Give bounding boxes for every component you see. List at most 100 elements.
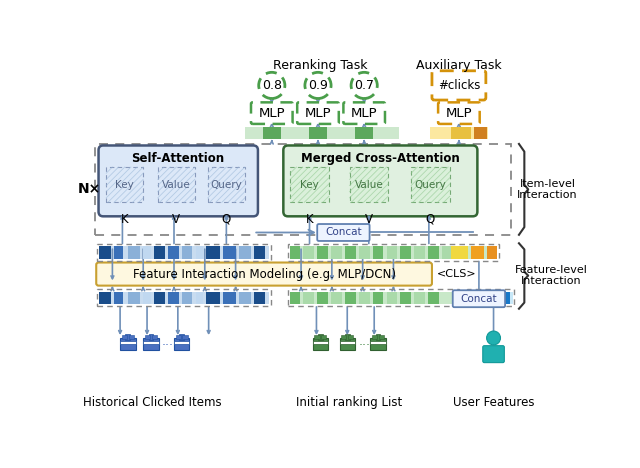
Bar <box>97 244 271 261</box>
Bar <box>143 341 159 344</box>
FancyBboxPatch shape <box>96 263 432 285</box>
Bar <box>341 335 346 339</box>
Bar <box>288 290 459 307</box>
Text: Item-level
Interaction: Item-level Interaction <box>517 179 578 200</box>
Bar <box>372 246 383 259</box>
Bar <box>428 246 439 259</box>
Text: V: V <box>172 213 180 226</box>
FancyBboxPatch shape <box>284 146 477 216</box>
Bar <box>288 244 499 261</box>
Bar <box>414 292 425 304</box>
FancyBboxPatch shape <box>452 290 505 307</box>
Text: #clicks: #clicks <box>438 79 480 92</box>
Bar <box>345 334 349 339</box>
Text: MLP: MLP <box>445 107 472 120</box>
Bar <box>125 334 130 339</box>
Text: 0.8: 0.8 <box>262 79 282 92</box>
Bar <box>308 127 327 139</box>
Bar <box>289 246 497 259</box>
FancyBboxPatch shape <box>483 346 504 363</box>
Bar <box>95 144 511 235</box>
FancyBboxPatch shape <box>432 71 486 100</box>
FancyBboxPatch shape <box>317 224 369 241</box>
Bar <box>152 335 157 339</box>
Bar <box>223 246 236 259</box>
Text: Historical Clicked Items: Historical Clicked Items <box>83 396 221 409</box>
Bar <box>486 246 497 259</box>
Text: Key: Key <box>300 180 319 190</box>
Bar <box>318 334 323 339</box>
Bar <box>122 335 127 339</box>
Text: Key: Key <box>115 180 134 190</box>
Text: <CLS>: <CLS> <box>436 269 476 279</box>
Bar <box>359 292 369 304</box>
Bar <box>474 127 486 139</box>
Bar <box>470 292 484 304</box>
Text: K: K <box>306 213 314 226</box>
Bar <box>291 167 329 203</box>
Text: Query: Query <box>415 180 446 190</box>
Bar <box>239 292 251 304</box>
Text: MLP: MLP <box>259 107 285 120</box>
Bar <box>154 292 164 304</box>
Bar <box>254 292 265 304</box>
Bar <box>168 246 179 259</box>
Bar <box>182 292 193 304</box>
FancyBboxPatch shape <box>297 102 339 124</box>
Bar <box>387 246 397 259</box>
Bar <box>168 292 179 304</box>
Bar <box>387 292 397 304</box>
Bar <box>289 292 300 304</box>
Text: Q: Q <box>221 213 231 226</box>
Bar <box>175 335 181 339</box>
Bar <box>114 292 123 304</box>
Bar <box>179 334 184 339</box>
Text: Value: Value <box>162 180 191 190</box>
Text: MLP: MLP <box>351 107 378 120</box>
Text: Q: Q <box>426 213 435 226</box>
Bar <box>99 246 269 259</box>
Bar <box>154 246 164 259</box>
Bar <box>303 292 314 304</box>
Bar <box>486 292 509 304</box>
Bar <box>355 127 373 139</box>
Text: ...: ... <box>358 335 370 348</box>
Bar <box>314 335 319 339</box>
Bar <box>348 335 353 339</box>
Bar <box>143 246 151 259</box>
Bar <box>99 292 111 304</box>
Bar <box>451 246 468 259</box>
Bar <box>143 338 159 351</box>
Text: N×: N× <box>77 183 101 197</box>
Bar <box>372 292 383 304</box>
Bar <box>129 335 134 339</box>
Bar <box>114 246 123 259</box>
Bar <box>371 341 386 344</box>
Bar <box>196 292 204 304</box>
Bar <box>321 335 326 339</box>
Bar <box>379 335 384 339</box>
Bar <box>345 246 356 259</box>
Bar <box>411 167 450 203</box>
Bar <box>97 290 271 307</box>
FancyBboxPatch shape <box>251 102 292 124</box>
Bar <box>143 292 151 304</box>
Bar <box>451 127 471 139</box>
Bar <box>401 292 411 304</box>
Bar <box>262 127 281 139</box>
Bar <box>376 334 380 339</box>
Bar <box>120 341 136 344</box>
Bar <box>182 246 193 259</box>
Bar <box>174 338 189 351</box>
Text: 0.9: 0.9 <box>308 79 328 92</box>
Bar <box>303 246 314 259</box>
Bar <box>158 167 195 203</box>
Bar <box>106 167 143 203</box>
Text: Initial ranking List: Initial ranking List <box>296 396 403 409</box>
Bar <box>317 246 328 259</box>
Bar <box>99 292 269 304</box>
Text: ...: ... <box>162 335 174 348</box>
Bar <box>317 292 328 304</box>
Bar <box>340 338 355 351</box>
Bar <box>174 341 189 344</box>
